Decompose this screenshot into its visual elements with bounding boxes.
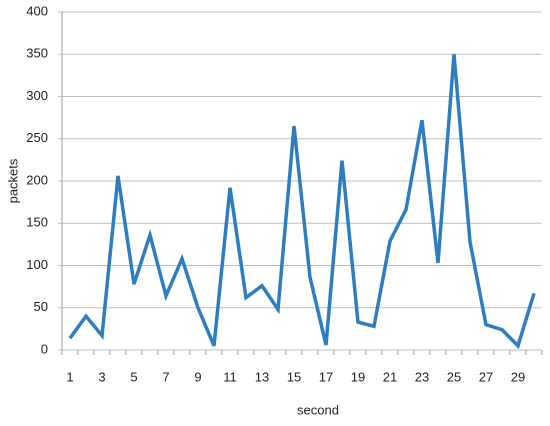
x-tick-label: 13 — [255, 369, 269, 384]
x-tick-label: 25 — [447, 369, 461, 384]
x-tick-label: 23 — [415, 369, 429, 384]
y-tick-label: 100 — [26, 257, 48, 272]
data-line — [68, 54, 536, 350]
x-axis-label: second — [297, 402, 339, 417]
x-tick-label: 1 — [66, 369, 73, 384]
x-tick-label: 9 — [194, 369, 201, 384]
x-tick-label: 19 — [351, 369, 365, 384]
y-tick-label: 150 — [26, 215, 48, 230]
y-tick-label: 250 — [26, 130, 48, 145]
y-axis-label: packets — [5, 158, 20, 203]
y-tick-label: 0 — [41, 341, 48, 356]
x-tick-label: 11 — [223, 369, 237, 384]
y-tick-label: 50 — [34, 299, 48, 314]
y-tick-label: 400 — [26, 3, 48, 18]
y-tick-label: 200 — [26, 172, 48, 187]
x-tick-label: 15 — [287, 369, 301, 384]
x-tick-label: 3 — [98, 369, 105, 384]
x-tick-label: 29 — [511, 369, 525, 384]
x-tick-label: 17 — [319, 369, 333, 384]
y-tick-label: 300 — [26, 88, 48, 103]
x-tick-label: 5 — [130, 369, 137, 384]
y-tick-label: 350 — [26, 46, 48, 61]
x-tick-label: 21 — [383, 369, 397, 384]
x-tick-label: 7 — [162, 369, 169, 384]
x-tick-label: 27 — [479, 369, 493, 384]
